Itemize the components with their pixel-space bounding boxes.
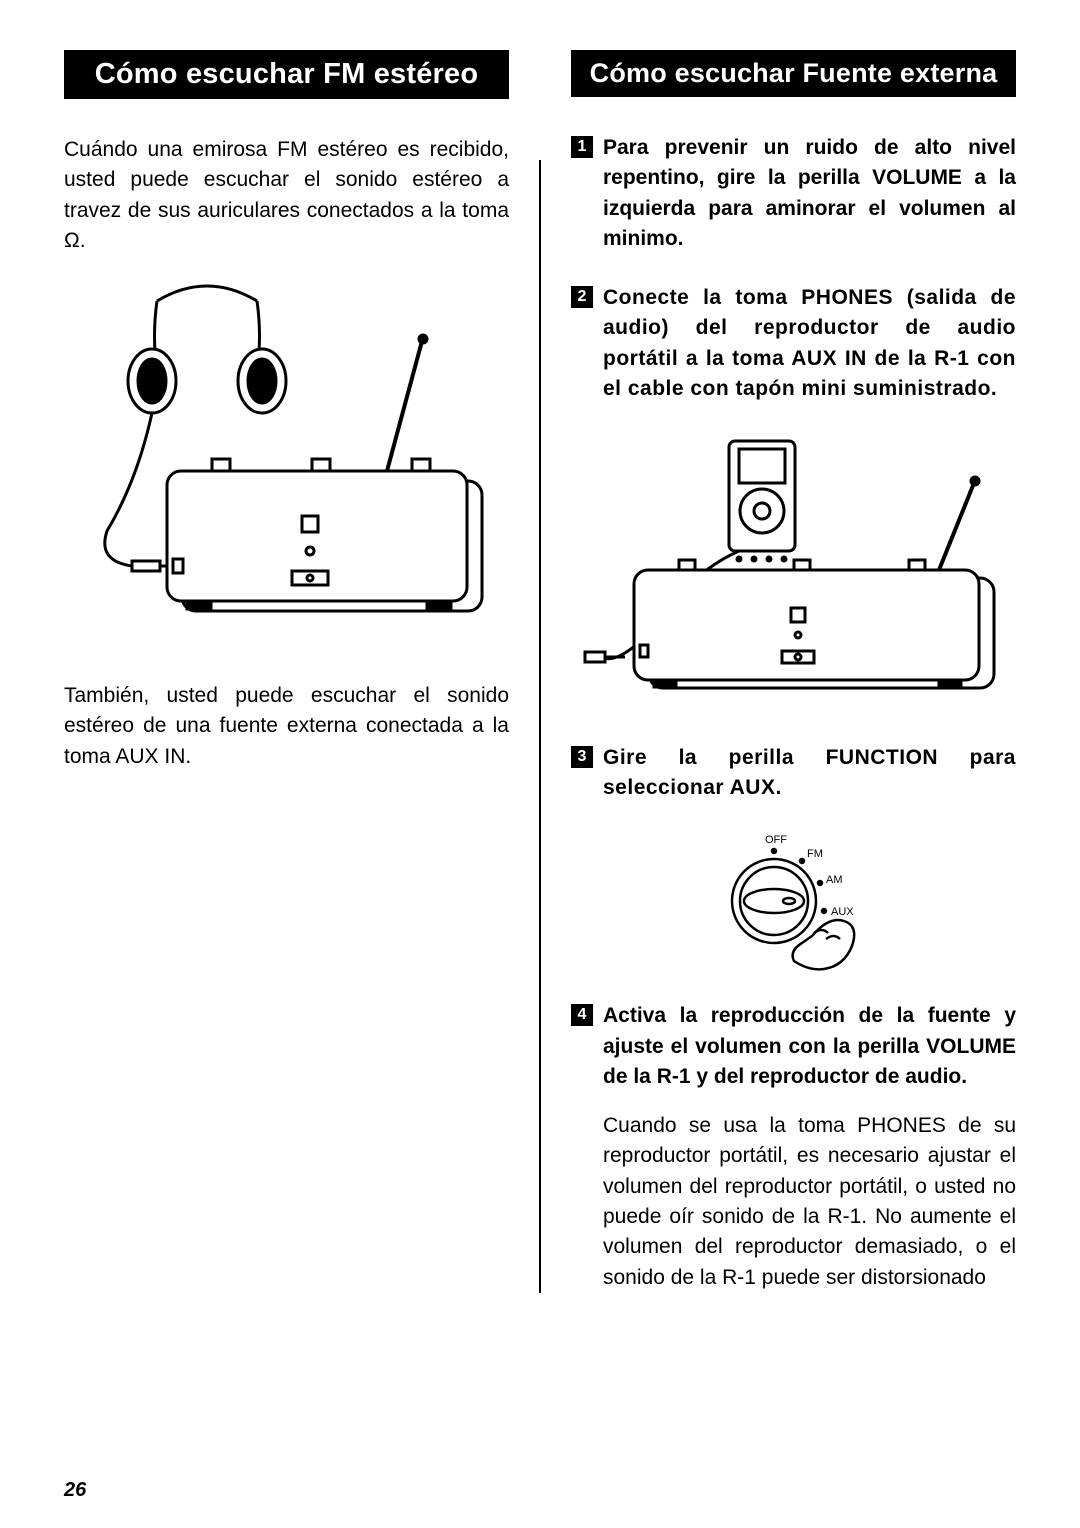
step-number-icon: 3 (571, 746, 593, 768)
function-dial-illustration: OFF FM AM AUX (694, 821, 894, 981)
step-3-text: Gire la perilla FUNCTION para selecciona… (603, 743, 1016, 804)
step-number-icon: 4 (571, 1004, 593, 1026)
step-3: 3 Gire la perilla FUNCTION para seleccio… (571, 743, 1016, 804)
step-1-text: Para prevenir un ruido de alto nivel rep… (603, 133, 1016, 255)
left-column: Cómo escuchar FM estéreo Cuándo una emir… (64, 50, 509, 1293)
step-1: 1 Para prevenir un ruido de alto nivel r… (571, 133, 1016, 255)
dial-label-off: OFF (765, 834, 787, 846)
step-number-icon: 1 (571, 136, 593, 158)
fm-description-1: Cuándo una emirosa FM estéreo es recibid… (64, 135, 509, 257)
step-4: 4 Activa la reproducción de la fuente y … (571, 1001, 1016, 1092)
heading-fm-stereo: Cómo escuchar FM estéreo (64, 50, 509, 99)
column-divider (539, 160, 541, 1293)
headphones-radio-illustration (77, 281, 497, 641)
step-2-text: Conecte la toma PHONES (salida de audio)… (603, 283, 1016, 405)
heading-external-source: Cómo escuchar Fuente externa (571, 50, 1016, 97)
step-4-text: Activa la reproducción de la fuente y aj… (603, 1001, 1016, 1092)
player-radio-illustration (579, 433, 1009, 703)
dial-label-fm: FM (807, 848, 823, 860)
dial-label-am: AM (826, 874, 843, 886)
fm-description-2: También, usted puede escuchar el sonido … (64, 681, 509, 772)
step-number-icon: 2 (571, 286, 593, 308)
right-column: Cómo escuchar Fuente externa 1 Para prev… (571, 50, 1016, 1293)
page-number: 26 (64, 1479, 86, 1502)
step-2: 2 Conecte la toma PHONES (salida de audi… (571, 283, 1016, 405)
dial-label-aux: AUX (831, 906, 854, 918)
step-4-note: Cuando se usa la toma PHONES de su repro… (603, 1111, 1016, 1294)
